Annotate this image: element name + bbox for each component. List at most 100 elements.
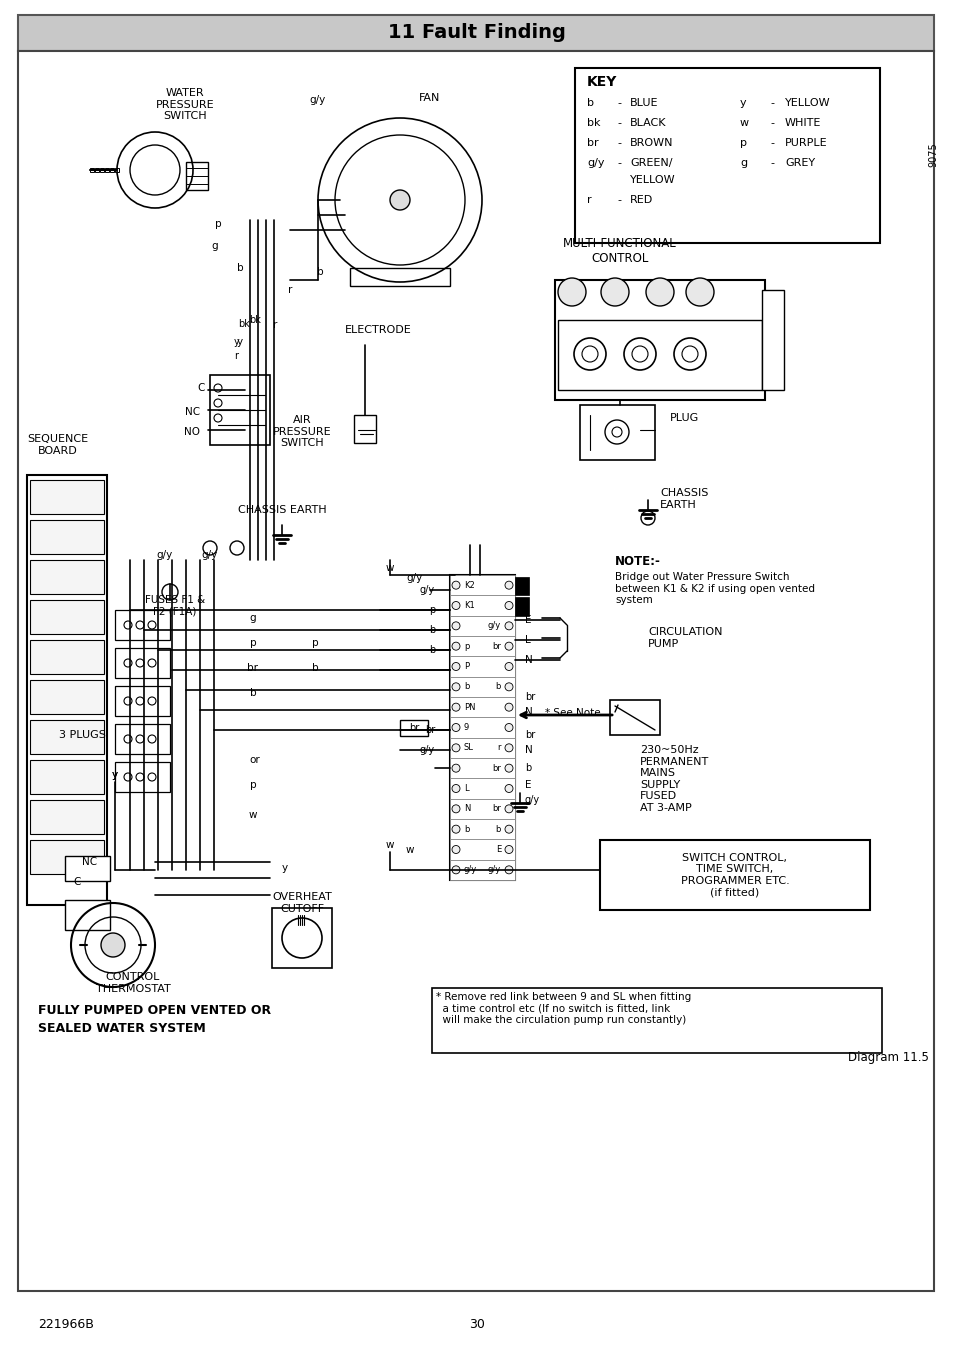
Text: NOTE:-: NOTE:- xyxy=(615,555,660,567)
Text: y: y xyxy=(282,863,288,873)
Text: g/y: g/y xyxy=(310,95,326,105)
Text: g/y: g/y xyxy=(487,621,500,631)
Text: br: br xyxy=(409,723,418,734)
Bar xyxy=(761,290,783,390)
Bar xyxy=(450,657,515,677)
Bar xyxy=(115,724,170,754)
Circle shape xyxy=(558,278,585,305)
Text: b: b xyxy=(312,663,318,673)
Text: br: br xyxy=(247,663,258,673)
Text: E: E xyxy=(496,844,500,854)
Bar xyxy=(450,839,515,859)
Text: NO: NO xyxy=(184,427,200,436)
Circle shape xyxy=(452,866,459,874)
Text: r: r xyxy=(273,320,277,330)
Bar xyxy=(450,859,515,880)
Text: C: C xyxy=(197,382,205,393)
Text: g: g xyxy=(212,240,218,251)
Text: N: N xyxy=(524,707,532,717)
Text: y: y xyxy=(236,336,243,347)
Text: E: E xyxy=(524,615,531,626)
Text: bk: bk xyxy=(237,319,250,330)
Text: g/y: g/y xyxy=(419,585,435,594)
Bar xyxy=(350,267,450,286)
Bar xyxy=(115,611,170,640)
Circle shape xyxy=(452,785,459,793)
Text: FULLY PUMPED OPEN VENTED OR: FULLY PUMPED OPEN VENTED OR xyxy=(38,1004,271,1016)
Bar xyxy=(599,840,869,911)
Text: MULTI-FUNCTIONAL
CONTROL: MULTI-FUNCTIONAL CONTROL xyxy=(562,236,677,265)
Bar xyxy=(558,320,761,390)
Text: r: r xyxy=(586,195,591,205)
Bar xyxy=(18,15,933,51)
Bar xyxy=(30,761,104,794)
Circle shape xyxy=(581,346,598,362)
Text: CONTROL
THERMOSTAT: CONTROL THERMOSTAT xyxy=(95,971,171,993)
Text: br: br xyxy=(492,642,500,651)
Text: N: N xyxy=(524,655,532,665)
Circle shape xyxy=(574,338,605,370)
Text: br: br xyxy=(492,763,500,773)
Text: b: b xyxy=(524,763,531,773)
Text: 230~50Hz
PERMANENT
MAINS
SUPPLY
FUSED
AT 3-AMP: 230~50Hz PERMANENT MAINS SUPPLY FUSED AT… xyxy=(639,744,708,813)
Bar xyxy=(450,697,515,717)
Circle shape xyxy=(504,581,513,589)
Text: WHITE: WHITE xyxy=(784,118,821,128)
Text: b: b xyxy=(463,824,469,834)
Text: y: y xyxy=(112,770,118,780)
Text: w: w xyxy=(249,811,257,820)
Text: SWITCH CONTROL,
TIME SWITCH,
PROGRAMMER ETC.
(if fitted): SWITCH CONTROL, TIME SWITCH, PROGRAMMER … xyxy=(679,852,788,897)
Bar xyxy=(100,168,104,172)
Text: WATER
PRESSURE
SWITCH: WATER PRESSURE SWITCH xyxy=(155,88,214,122)
Bar xyxy=(450,717,515,738)
Bar xyxy=(27,476,107,905)
Text: g: g xyxy=(250,613,256,623)
Text: b: b xyxy=(463,682,469,692)
Text: KEY: KEY xyxy=(586,76,617,89)
Text: -: - xyxy=(617,99,620,108)
Text: -: - xyxy=(769,158,773,168)
Text: g/y: g/y xyxy=(202,550,218,561)
Bar xyxy=(450,778,515,798)
Circle shape xyxy=(600,278,628,305)
Circle shape xyxy=(101,934,125,957)
Text: 11 Fault Finding: 11 Fault Finding xyxy=(388,23,565,42)
Text: b: b xyxy=(496,682,500,692)
Circle shape xyxy=(504,846,513,854)
Bar xyxy=(575,68,879,243)
Circle shape xyxy=(504,765,513,773)
Circle shape xyxy=(452,724,459,731)
Text: br: br xyxy=(524,692,535,703)
Text: w: w xyxy=(385,563,394,573)
Bar xyxy=(115,648,170,678)
Circle shape xyxy=(452,846,459,854)
Text: g/y: g/y xyxy=(487,866,500,874)
Text: y: y xyxy=(233,336,239,347)
Text: K1: K1 xyxy=(463,601,475,611)
Text: PN: PN xyxy=(463,703,475,712)
Bar xyxy=(30,840,104,874)
Circle shape xyxy=(452,621,459,630)
Circle shape xyxy=(504,744,513,753)
Circle shape xyxy=(673,338,705,370)
Text: 9: 9 xyxy=(463,723,469,732)
Bar xyxy=(450,738,515,758)
Text: Diagram 11.5: Diagram 11.5 xyxy=(847,1051,928,1065)
Text: -: - xyxy=(769,118,773,128)
Text: CHASSIS EARTH: CHASSIS EARTH xyxy=(237,505,326,515)
Bar xyxy=(186,162,208,190)
Circle shape xyxy=(504,621,513,630)
Text: p: p xyxy=(312,638,318,648)
Text: b: b xyxy=(496,824,500,834)
Bar xyxy=(95,168,99,172)
Bar xyxy=(450,758,515,778)
Text: AIR
PRESSURE
SWITCH: AIR PRESSURE SWITCH xyxy=(273,415,331,449)
Circle shape xyxy=(504,601,513,609)
Bar xyxy=(30,480,104,513)
Text: N: N xyxy=(463,804,470,813)
Circle shape xyxy=(452,662,459,670)
Bar xyxy=(450,576,515,596)
Bar xyxy=(30,520,104,554)
Text: g/y: g/y xyxy=(419,744,435,755)
Text: BLACK: BLACK xyxy=(629,118,666,128)
